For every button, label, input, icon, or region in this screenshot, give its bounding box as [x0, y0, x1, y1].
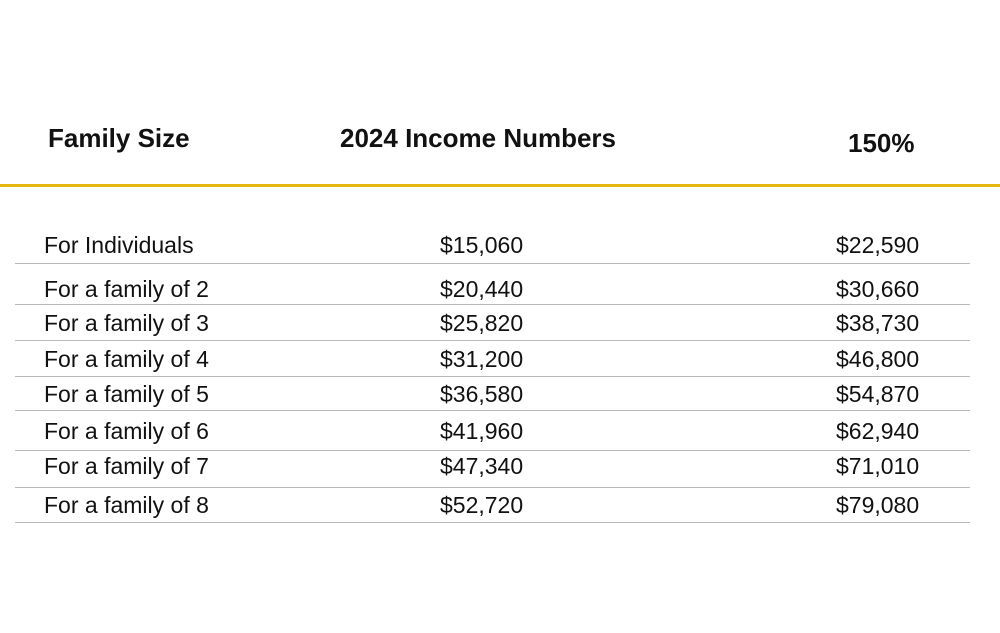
150-percent-cell: $38,730 — [836, 310, 920, 336]
table-row: For a family of 6 $41,960 $62,940 — [0, 418, 1000, 448]
income-cell: $41,960 — [440, 418, 524, 444]
150-percent-cell: $30,660 — [836, 276, 920, 302]
family-size-cell: For a family of 5 — [44, 381, 209, 407]
row-divider — [15, 376, 970, 377]
row-divider — [15, 450, 970, 451]
150-percent-cell: $54,870 — [836, 381, 920, 407]
income-cell: $52,720 — [440, 492, 524, 518]
row-divider — [15, 263, 970, 264]
income-cell: $47,340 — [440, 453, 524, 479]
family-size-cell: For a family of 7 — [44, 453, 209, 479]
table-row: For a family of 5 $36,580 $54,870 — [0, 381, 1000, 411]
row-divider — [15, 410, 970, 411]
family-size-cell: For a family of 8 — [44, 492, 209, 518]
table-row: For a family of 3 $25,820 $38,730 — [0, 310, 1000, 340]
row-divider — [15, 304, 970, 305]
row-divider — [15, 522, 970, 523]
income-cell: $36,580 — [440, 381, 524, 407]
family-size-cell: For Individuals — [44, 232, 194, 258]
table-row: For a family of 4 $31,200 $46,800 — [0, 346, 1000, 376]
header-divider — [0, 184, 1000, 187]
income-cell: $31,200 — [440, 346, 524, 372]
row-divider — [15, 487, 970, 488]
150-percent-cell: $62,940 — [836, 418, 920, 444]
row-divider — [15, 340, 970, 341]
income-cell: $15,060 — [440, 232, 524, 258]
table-row: For a family of 2 $20,440 $30,660 — [0, 276, 1000, 306]
table-row: For Individuals $15,060 $22,590 — [0, 232, 1000, 262]
150-percent-cell: $46,800 — [836, 346, 920, 372]
header-150-percent: 150% — [848, 128, 915, 158]
table-row: For a family of 7 $47,340 $71,010 — [0, 453, 1000, 483]
150-percent-cell: $79,080 — [836, 492, 920, 518]
table-row: For a family of 8 $52,720 $79,080 — [0, 492, 1000, 522]
income-cell: $25,820 — [440, 310, 524, 336]
income-cell: $20,440 — [440, 276, 524, 302]
150-percent-cell: $71,010 — [836, 453, 920, 479]
header-income-numbers: 2024 Income Numbers — [340, 123, 617, 153]
family-size-cell: For a family of 2 — [44, 276, 209, 302]
header-family-size: Family Size — [48, 123, 190, 153]
150-percent-cell: $22,590 — [836, 232, 920, 258]
family-size-cell: For a family of 4 — [44, 346, 209, 372]
family-size-cell: For a family of 3 — [44, 310, 209, 336]
family-size-cell: For a family of 6 — [44, 418, 209, 444]
